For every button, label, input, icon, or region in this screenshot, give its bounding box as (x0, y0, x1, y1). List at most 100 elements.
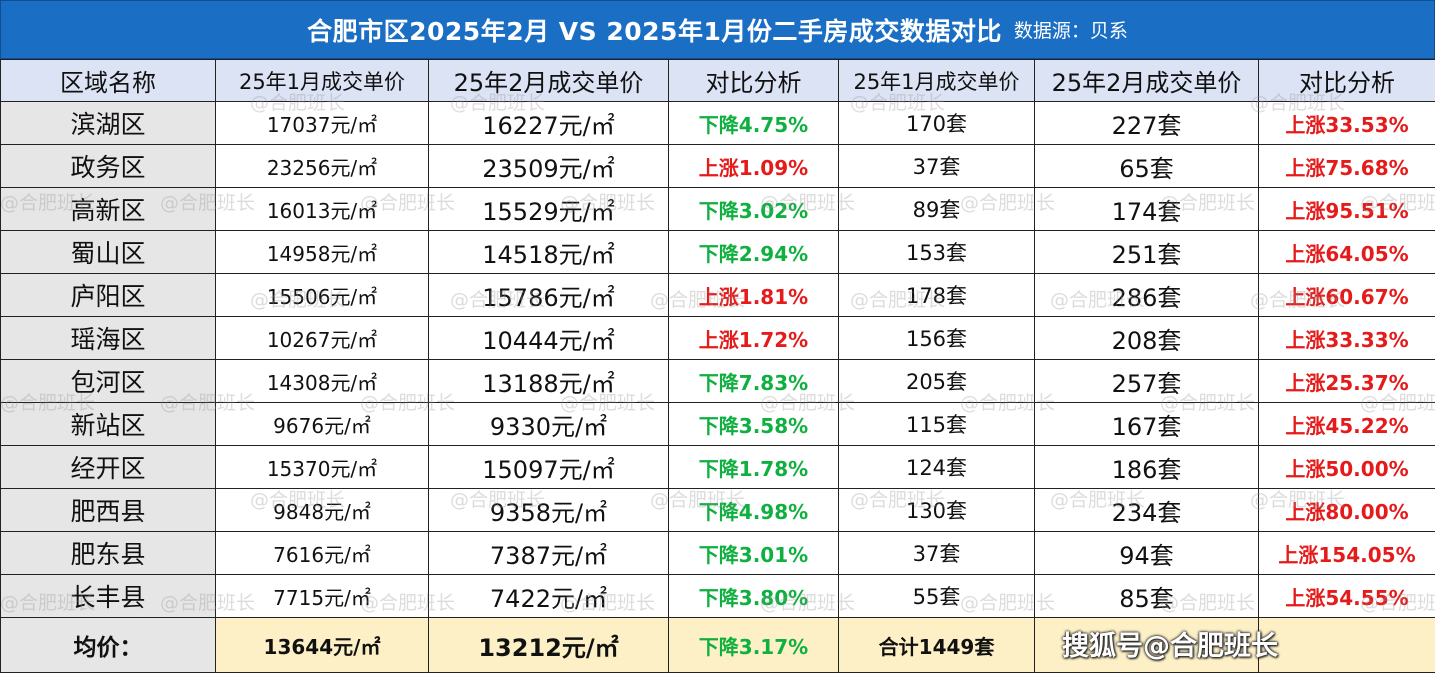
price-jan-cell: 7715元/㎡ (215, 574, 429, 618)
count-feb-cell: 174套 (1034, 187, 1259, 231)
table-row: 滨湖区 17037元/㎡ 16227元/㎡ 下降4.75% 170套 227套 上涨33.5… (0, 101, 1435, 145)
count-change-cell: 上涨25.37% (1258, 359, 1435, 403)
table-row: 长丰县 7715元/㎡ 7422元/㎡ 下降3.80% 55套 85套 上涨54.55% (0, 574, 1435, 618)
count-feb-cell: 186套 (1034, 445, 1259, 489)
count-change-cell: 上涨154.05% (1258, 531, 1435, 575)
count-feb-cell: 65套 (1034, 144, 1259, 188)
count-change-cell: 上涨60.67% (1258, 273, 1435, 317)
count-feb-cell: 234套 (1034, 488, 1259, 532)
data-source-label: 数据源：贝系 (1013, 20, 1128, 42)
district-cell: 经开区 (0, 445, 216, 489)
price-jan-cell: 15506元/㎡ (215, 273, 429, 317)
count-jan-cell: 153套 (838, 230, 1035, 274)
table-row: 新站区 9676元/㎡ 9330元/㎡ 下降3.58% 115套 167套 上涨45.22% (0, 402, 1435, 446)
count-feb-cell: 167套 (1034, 402, 1259, 446)
price-feb-cell: 15097元/㎡ (428, 445, 669, 489)
count-change-cell: 上涨75.68% (1258, 144, 1435, 188)
price-change-cell: 下降3.80% (668, 574, 839, 618)
price-change-cell: 下降3.58% (668, 402, 839, 446)
district-cell: 长丰县 (0, 574, 216, 618)
price-change-cell: 下降4.75% (668, 101, 839, 145)
price-change-cell: 下降2.94% (668, 230, 839, 274)
price-feb-cell: 15529元/㎡ (428, 187, 669, 231)
header-row: 区域名称 25年1月成交单价 25年2月成交单价 对比分析 25年1月成交单价 … (0, 59, 1435, 102)
price-jan-cell: 17037元/㎡ (215, 101, 429, 145)
count-jan-cell: 130套 (838, 488, 1035, 532)
header-count-feb: 25年2月成交单价 (1034, 59, 1259, 102)
district-cell: 包河区 (0, 359, 216, 403)
price-feb-cell: 9358元/㎡ (428, 488, 669, 532)
price-jan-cell: 16013元/㎡ (215, 187, 429, 231)
price-change-cell: 下降3.02% (668, 187, 839, 231)
district-cell: 庐阳区 (0, 273, 216, 317)
count-jan-cell: 37套 (838, 531, 1035, 575)
title-bar: 合肥市区2025年2月 VS 2025年1月份二手房成交数据对比 数据源：贝系 (0, 0, 1435, 59)
price-jan-cell: 9676元/㎡ (215, 402, 429, 446)
header-price-change: 对比分析 (668, 59, 839, 102)
count-change-cell: 上涨95.51% (1258, 187, 1435, 231)
count-jan-cell: 37套 (838, 144, 1035, 188)
count-change-cell: 上涨50.00% (1258, 445, 1435, 489)
price-feb-cell: 10444元/㎡ (428, 316, 669, 360)
count-change-cell: 上涨64.05% (1258, 230, 1435, 274)
count-feb-cell: 208套 (1034, 316, 1259, 360)
count-jan-cell: 89套 (838, 187, 1035, 231)
comparison-table: 区域名称 25年1月成交单价 25年2月成交单价 对比分析 25年1月成交单价 … (0, 59, 1435, 673)
count-change-cell: 上涨33.33% (1258, 316, 1435, 360)
district-cell: 滨湖区 (0, 101, 216, 145)
table-row: 庐阳区 15506元/㎡ 15786元/㎡ 上涨1.81% 178套 286套 上涨60.6… (0, 273, 1435, 317)
price-feb-cell: 16227元/㎡ (428, 101, 669, 145)
price-change-cell: 下降7.83% (668, 359, 839, 403)
price-jan-cell: 15370元/㎡ (215, 445, 429, 489)
price-jan-cell: 10267元/㎡ (215, 316, 429, 360)
price-jan-cell: 14308元/㎡ (215, 359, 429, 403)
price-feb-cell: 13188元/㎡ (428, 359, 669, 403)
table-row: 政务区 23256元/㎡ 23509元/㎡ 上涨1.09% 37套 65套 上涨75.68% (0, 144, 1435, 188)
count-change-cell: 上涨45.22% (1258, 402, 1435, 446)
count-jan-cell: 170套 (838, 101, 1035, 145)
table-row: 高新区 16013元/㎡ 15529元/㎡ 下降3.02% 89套 174套 上涨95.51… (0, 187, 1435, 231)
district-cell: 政务区 (0, 144, 216, 188)
price-change-cell: 上涨1.72% (668, 316, 839, 360)
table-row: 肥西县 9848元/㎡ 9358元/㎡ 下降4.98% 130套 234套 上涨80.00% (0, 488, 1435, 532)
price-change-cell: 上涨1.09% (668, 144, 839, 188)
district-cell: 新站区 (0, 402, 216, 446)
district-cell: 肥东县 (0, 531, 216, 575)
header-count-change: 对比分析 (1258, 59, 1435, 102)
count-jan-cell: 115套 (838, 402, 1035, 446)
count-feb-cell: 257套 (1034, 359, 1259, 403)
count-jan-cell: 156套 (838, 316, 1035, 360)
price-jan-cell: 9848元/㎡ (215, 488, 429, 532)
price-feb-cell: 23509元/㎡ (428, 144, 669, 188)
count-jan-cell: 55套 (838, 574, 1035, 618)
price-feb-cell: 7422元/㎡ (428, 574, 669, 618)
price-feb-cell: 14518元/㎡ (428, 230, 669, 274)
header-district: 区域名称 (0, 59, 216, 102)
table-row: 蜀山区 14958元/㎡ 14518元/㎡ 下降2.94% 153套 251套 上涨64.0… (0, 230, 1435, 274)
district-cell: 蜀山区 (0, 230, 216, 274)
count-feb-cell: 85套 (1034, 574, 1259, 618)
header-price-jan: 25年1月成交单价 (215, 59, 429, 102)
summary-count-jan: 合计1449套 (838, 617, 1035, 673)
summary-price-feb: 13212元/㎡ (428, 617, 669, 673)
price-change-cell: 下降4.98% (668, 488, 839, 532)
count-jan-cell: 178套 (838, 273, 1035, 317)
count-feb-cell: 286套 (1034, 273, 1259, 317)
header-price-feb: 25年2月成交单价 (428, 59, 669, 102)
summary-label: 均价： (0, 617, 216, 673)
count-feb-cell: 251套 (1034, 230, 1259, 274)
summary-count-feb (1034, 617, 1259, 673)
summary-count-change (1258, 617, 1435, 673)
price-feb-cell: 15786元/㎡ (428, 273, 669, 317)
price-jan-cell: 7616元/㎡ (215, 531, 429, 575)
table-row: 包河区 14308元/㎡ 13188元/㎡ 下降7.83% 205套 257套 上涨25.3… (0, 359, 1435, 403)
summary-price-jan: 13644元/㎡ (215, 617, 429, 673)
table-row: 瑶海区 10267元/㎡ 10444元/㎡ 上涨1.72% 156套 208套 上涨33.3… (0, 316, 1435, 360)
price-jan-cell: 23256元/㎡ (215, 144, 429, 188)
header-count-jan: 25年1月成交单价 (838, 59, 1035, 102)
price-change-cell: 下降3.01% (668, 531, 839, 575)
summary-price-change: 下降3.17% (668, 617, 839, 673)
price-change-cell: 上涨1.81% (668, 273, 839, 317)
count-jan-cell: 205套 (838, 359, 1035, 403)
count-change-cell: 上涨80.00% (1258, 488, 1435, 532)
